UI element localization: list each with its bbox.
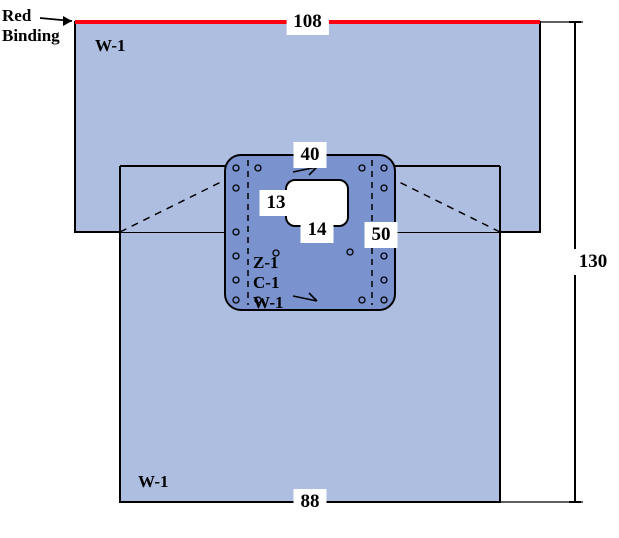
label-c1: C-1 [253,273,279,293]
note-red-1: Red [2,6,31,26]
label-w1-mid: W-1 [253,293,284,313]
dim-top: 108 [286,9,329,35]
dim-mid-h: 50 [365,222,398,248]
dim-win-w: 14 [301,217,334,243]
label-w1-bot: W-1 [138,472,169,492]
note-red-2: Binding [2,26,60,46]
dim-mid-w: 40 [294,142,327,168]
dim-right: 130 [572,249,615,275]
label-w1-top: W-1 [95,36,126,56]
dim-win-h: 13 [260,190,293,216]
dim-bottom: 88 [294,489,327,515]
label-z1: Z-1 [253,253,279,273]
